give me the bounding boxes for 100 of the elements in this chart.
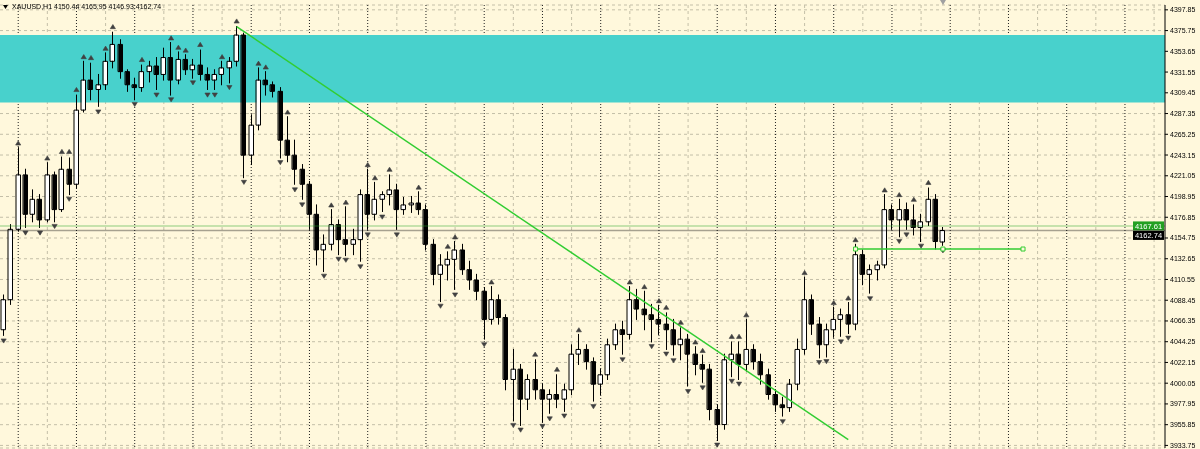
candlestick <box>234 26 239 67</box>
point <box>736 381 742 387</box>
candlestick <box>598 368 603 395</box>
candlestick <box>766 368 771 400</box>
candlestick <box>300 164 305 200</box>
point <box>728 333 735 339</box>
candlestick <box>627 286 632 340</box>
point <box>168 35 175 41</box>
point <box>364 232 371 238</box>
point <box>131 102 138 107</box>
point <box>364 162 371 167</box>
point <box>853 246 859 252</box>
candlestick <box>132 77 137 101</box>
candlestick <box>139 64 144 92</box>
candlestick <box>605 338 610 380</box>
candlestick <box>489 286 494 325</box>
point <box>58 149 65 154</box>
candlestick <box>467 260 472 290</box>
candlestick <box>518 363 523 426</box>
point <box>699 348 706 353</box>
candlestick <box>554 374 559 409</box>
point <box>575 327 582 333</box>
candlestick <box>445 251 450 281</box>
candlestick <box>722 353 727 430</box>
point <box>881 187 888 193</box>
candlestick <box>744 318 749 372</box>
candlestick <box>45 162 50 223</box>
candlestick <box>693 346 698 376</box>
point <box>204 92 211 98</box>
candlestick <box>817 317 822 359</box>
point <box>903 232 910 238</box>
candlestick <box>911 204 916 236</box>
candlestick <box>423 204 428 251</box>
candlestick <box>227 57 232 84</box>
candlestick <box>380 191 385 212</box>
point <box>641 284 648 289</box>
point <box>656 298 662 304</box>
candlestick <box>263 71 268 96</box>
point <box>342 257 349 263</box>
candlestick <box>409 195 414 213</box>
candlestick <box>431 239 436 286</box>
candlestick <box>249 114 254 166</box>
point <box>823 359 830 365</box>
candlestick <box>110 31 115 69</box>
point <box>95 109 102 115</box>
point <box>539 424 546 429</box>
candlestick <box>867 264 872 294</box>
candlestick <box>584 344 589 370</box>
point <box>626 279 633 285</box>
point <box>845 335 852 341</box>
candlestick <box>147 60 152 83</box>
candlestick <box>205 67 210 90</box>
point <box>867 296 874 302</box>
candlestick <box>401 196 406 215</box>
candlestick <box>190 58 195 79</box>
point <box>328 202 335 208</box>
candlestick <box>591 357 596 402</box>
candlestick <box>16 147 21 232</box>
point <box>168 97 175 103</box>
candlestick <box>256 67 261 131</box>
point <box>66 149 73 154</box>
candlestick <box>940 226 945 246</box>
candlestick <box>751 344 756 370</box>
point <box>852 237 859 243</box>
point <box>452 292 458 298</box>
point <box>838 339 844 345</box>
candlestick <box>329 209 334 251</box>
candlestick <box>496 294 501 325</box>
point <box>561 413 568 419</box>
point <box>488 279 495 285</box>
point <box>109 24 116 29</box>
point <box>0 338 7 344</box>
point <box>517 427 524 433</box>
candlestick <box>241 32 246 179</box>
point <box>677 319 684 325</box>
candlestick <box>664 312 669 350</box>
point <box>801 270 808 275</box>
candlestick <box>183 54 188 75</box>
candlestick <box>321 234 326 273</box>
point <box>736 333 742 339</box>
point <box>277 160 284 166</box>
candlestick <box>351 228 356 256</box>
candlestick <box>649 303 654 343</box>
point <box>153 92 160 98</box>
point <box>51 224 58 229</box>
candlestick <box>212 69 217 90</box>
point <box>452 234 458 240</box>
candlestick <box>758 353 763 385</box>
point <box>66 196 73 202</box>
candlestick <box>700 354 705 383</box>
point <box>44 155 51 161</box>
candlestick <box>846 302 851 334</box>
candlestick <box>59 156 64 212</box>
candlestick <box>81 60 86 113</box>
point <box>532 351 539 357</box>
candlestick <box>809 294 814 335</box>
candlestick <box>161 47 166 81</box>
candlestick <box>787 378 792 412</box>
candlestick <box>918 213 923 243</box>
candlestick <box>773 389 778 412</box>
